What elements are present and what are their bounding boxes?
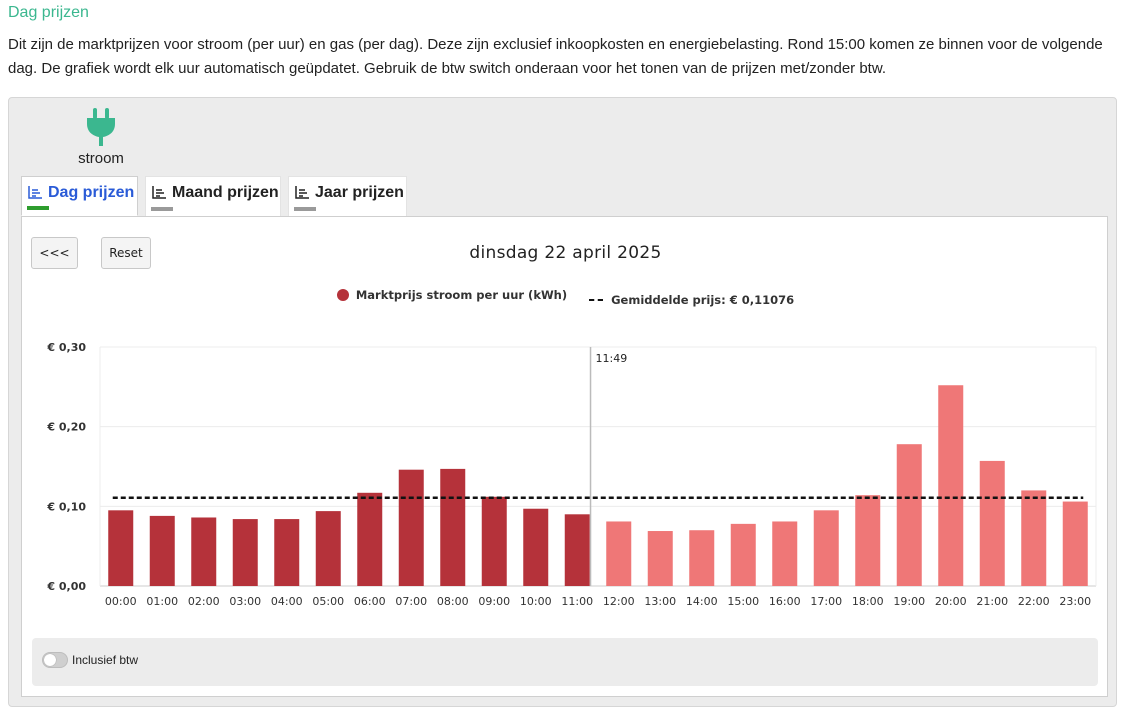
y-tick-label: € 0,30 [46,341,86,354]
legend-label: Marktprijs stroom per uur (kWh) [355,288,568,302]
x-tick-label: 02:00 [188,595,220,608]
x-tick-label: 20:00 [935,595,967,608]
chart-icon [295,186,309,199]
price-bar[interactable] [813,510,839,586]
price-bar[interactable] [274,519,300,586]
x-tick-label: 19:00 [893,595,925,608]
price-bar[interactable] [232,519,258,586]
x-tick-label: 14:00 [686,595,718,608]
y-tick-label: € 0,00 [46,580,86,593]
tab-label: Dag prijzen [48,184,135,201]
plug-icon [87,108,115,146]
price-bar[interactable] [772,521,798,586]
toggle-knob [44,654,56,666]
price-bar[interactable] [896,444,922,586]
x-tick-label: 13:00 [644,595,676,608]
price-bar[interactable] [398,469,424,586]
x-tick-label: 06:00 [354,595,386,608]
y-tick-label: € 0,20 [46,421,86,434]
legend-item-average[interactable]: Gemiddelde prijs: € 0,11076 [589,293,794,307]
x-tick-label: 01:00 [146,595,178,608]
legend-item-price[interactable]: Marktprijs stroom per uur (kWh) [336,288,568,302]
legend-label: Gemiddelde prijs: € 0,11076 [611,293,795,307]
price-bar[interactable] [149,515,175,586]
intro-text: Dit zijn de marktprijzen voor stroom (pe… [8,36,1103,77]
chart-icon [152,186,166,199]
energy-label: stroom [78,150,124,167]
x-tick-label: 12:00 [603,595,635,608]
price-bar[interactable] [1021,490,1047,586]
x-tick-label: 18:00 [852,595,884,608]
tab-indicator [27,206,49,210]
price-bar[interactable] [440,468,466,586]
tab-indicator [151,207,173,211]
price-bar[interactable] [357,492,383,586]
price-bar[interactable] [481,496,507,586]
price-bar[interactable] [979,460,1005,586]
price-bar[interactable] [606,521,632,586]
price-bar[interactable] [191,517,217,586]
x-tick-label: 07:00 [395,595,427,608]
chart-legend: Marktprijs stroom per uur (kWh) Gemiddel… [22,288,1109,307]
chart-icon [28,186,42,199]
current-time-label: 11:49 [596,352,628,365]
x-tick-label: 21:00 [976,595,1008,608]
vat-footer: Inclusief btw [32,638,1098,686]
x-tick-label: 08:00 [437,595,469,608]
x-tick-label: 00:00 [105,595,137,608]
x-tick-label: 15:00 [727,595,759,608]
reset-button[interactable]: Reset [101,237,151,269]
price-bar-chart: € 0,00 € 0,10 € 0,20 € 0,30 00:00 01:00 02:00 0… [46,341,1097,608]
x-tick-label: 03:00 [229,595,261,608]
prices-panel: stroom Dag prijzen Maand prijzen Jaar pr… [8,97,1117,707]
vat-toggle-label: Inclusief btw [72,653,139,667]
price-bar[interactable] [108,510,134,586]
legend-dot [336,289,349,301]
x-tick-label: 10:00 [520,595,552,608]
price-bar[interactable] [1062,501,1088,586]
tab-indicator [294,207,316,211]
previous-day-button[interactable]: <<< [31,237,78,269]
x-tick-label: 04:00 [271,595,303,608]
tab-dag-prijzen[interactable]: Dag prijzen [21,176,138,216]
price-bar[interactable] [523,508,549,586]
price-bar[interactable] [938,385,964,586]
x-tick-label: 09:00 [478,595,510,608]
tab-label: Maand prijzen [172,184,279,201]
price-bar[interactable] [730,523,756,586]
page-title: Dag prijzen [8,4,89,21]
price-bar[interactable] [564,514,590,586]
x-tick-label: 23:00 [1059,595,1091,608]
tab-maand-prijzen[interactable]: Maand prijzen [145,176,281,216]
x-tick-label: 05:00 [312,595,344,608]
price-bar[interactable] [855,495,881,586]
legend-dash [589,299,604,301]
price-bar[interactable] [315,511,341,586]
x-tick-label: 17:00 [810,595,842,608]
chart-title: dinsdag 22 april 2025 [469,243,662,263]
tab-label: Jaar prijzen [315,184,404,201]
x-tick-label: 16:00 [769,595,801,608]
tab-jaar-prijzen[interactable]: Jaar prijzen [288,176,407,216]
price-bar[interactable] [647,531,673,586]
price-bar[interactable] [689,530,715,586]
chart-content: <<< Reset dinsdag 22 april 2025 Marktpri… [21,216,1108,697]
energy-selector-stroom[interactable]: stroom [71,106,131,167]
x-tick-label: 22:00 [1018,595,1050,608]
y-tick-label: € 0,10 [46,500,86,513]
vat-toggle[interactable] [42,652,68,668]
x-tick-label: 11:00 [561,595,593,608]
